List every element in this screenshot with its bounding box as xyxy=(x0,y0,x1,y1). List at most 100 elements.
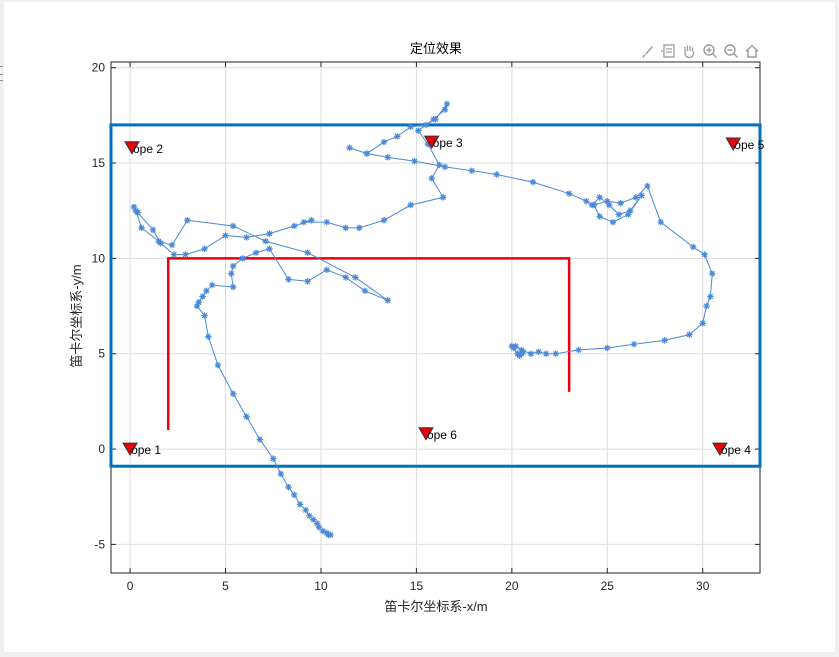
trajectory-line xyxy=(133,103,713,536)
trajectory-point xyxy=(625,211,632,218)
chart-title: 定位效果 xyxy=(410,41,462,56)
x-tick-label: 5 xyxy=(222,579,229,593)
trajectory-point xyxy=(436,161,443,169)
x-tick-label: 10 xyxy=(314,579,328,593)
trajectory-point xyxy=(701,251,708,258)
trajectory-point xyxy=(632,194,640,201)
trajectory-point xyxy=(630,340,638,348)
trajectory-point xyxy=(291,222,298,230)
trajectory-point xyxy=(441,163,449,171)
trajectory-point xyxy=(535,348,542,356)
trajectory-point xyxy=(493,171,500,178)
trajectory-point xyxy=(552,350,559,357)
x-tick-label: 25 xyxy=(601,579,615,593)
trajectory-point xyxy=(285,276,292,283)
trajectory-point xyxy=(270,455,277,462)
trajectory-point xyxy=(644,182,651,190)
trajectory-point xyxy=(352,274,359,281)
datatip-icon[interactable] xyxy=(659,42,677,60)
anchor-marker xyxy=(725,137,742,151)
region-rectangle xyxy=(109,123,762,468)
trajectory-point xyxy=(529,178,537,186)
y-tick-label: 0 xyxy=(98,442,105,456)
trajectory-point xyxy=(182,251,189,258)
trajectory-point xyxy=(596,213,603,220)
trajectory-point xyxy=(380,217,388,224)
zoom-out-icon[interactable] xyxy=(722,42,740,60)
y-tick-label: 15 xyxy=(92,156,106,170)
home-icon[interactable] xyxy=(743,42,761,60)
x-tick-label: 30 xyxy=(696,579,710,593)
trajectory-point xyxy=(193,302,201,310)
anchor-label: ope 1 xyxy=(131,443,161,457)
trajectory-point xyxy=(201,245,208,253)
anchor-label: ope 2 xyxy=(133,142,163,156)
trajectory-point xyxy=(384,297,391,304)
trajectory-point xyxy=(415,127,422,134)
trajectory-point xyxy=(657,218,664,226)
trajectory-point xyxy=(168,241,176,249)
trajectory-point xyxy=(443,100,451,108)
trajectory-point xyxy=(201,312,208,319)
trajectory-point xyxy=(256,436,264,443)
trajectory-point xyxy=(319,527,327,535)
x-tick-label: 0 xyxy=(127,579,134,593)
trajectory-point xyxy=(157,239,164,247)
y-tick-label: 5 xyxy=(98,347,105,361)
trajectory-point xyxy=(199,293,206,300)
trajectory-point xyxy=(252,249,260,256)
trajectory-point xyxy=(703,302,710,310)
trajectory-point xyxy=(323,529,330,537)
trajectory-point xyxy=(214,361,222,369)
trajectory-point xyxy=(323,218,330,226)
anchor-label: ope 5 xyxy=(734,138,764,152)
pan-hand-icon[interactable] xyxy=(680,42,698,60)
trajectory-point xyxy=(222,232,229,239)
trajectory-point xyxy=(441,106,449,113)
trajectory-point xyxy=(243,413,250,420)
trajectory-point xyxy=(228,270,235,277)
brush-icon[interactable] xyxy=(638,42,656,60)
anchor-label: ope 6 xyxy=(427,428,457,442)
figure-canvas: 0 5 10 15 20 25 30 -5 0 5 10 15 20 ope 1 ope 2 ope 3 op… xyxy=(4,2,835,652)
trajectory-point xyxy=(380,138,388,146)
trajectory-point xyxy=(306,512,313,519)
trajectory-point xyxy=(277,470,285,478)
trajectory-point xyxy=(342,224,349,232)
window-edge-mark xyxy=(0,80,3,81)
trajectory-point xyxy=(394,133,401,140)
trajectory-point xyxy=(291,491,298,499)
anchor-marker xyxy=(122,442,138,457)
trajectory-point xyxy=(422,121,430,129)
anchor-marker xyxy=(712,442,728,457)
trajectory-point xyxy=(604,344,611,352)
trajectory-point xyxy=(342,274,349,281)
trajectory-point xyxy=(205,333,212,340)
trajectory-point xyxy=(638,192,645,199)
trajectory-point xyxy=(590,201,598,209)
trajectory-point xyxy=(527,350,535,357)
trajectory-point xyxy=(661,337,668,344)
trajectory-point xyxy=(229,283,237,291)
rope-layer xyxy=(167,257,571,430)
trajectory-point xyxy=(520,348,527,356)
trajectory-point xyxy=(266,230,273,237)
trajectory-point xyxy=(304,249,311,256)
trajectory-point xyxy=(310,516,317,523)
trajectory-point xyxy=(285,483,292,491)
trajectory-point xyxy=(323,266,330,274)
window-edge-mark xyxy=(0,66,3,67)
axes-toolbar xyxy=(638,42,761,60)
trajectory-point xyxy=(627,207,634,214)
trajectory-point xyxy=(195,299,203,306)
trajectory-point xyxy=(609,218,617,226)
trajectory-point xyxy=(428,175,435,182)
trajectory-point xyxy=(315,524,323,531)
y-tick-label: 20 xyxy=(92,61,106,75)
trajectory-point xyxy=(596,194,603,201)
trajectory-point xyxy=(149,226,157,233)
trajectory-point xyxy=(604,197,611,205)
trajectory-point xyxy=(407,123,414,131)
zoom-in-icon[interactable] xyxy=(701,42,719,60)
